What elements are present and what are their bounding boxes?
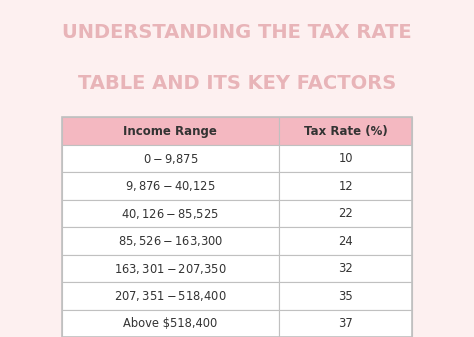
FancyBboxPatch shape bbox=[62, 227, 279, 255]
Text: $207,351 - $518,400: $207,351 - $518,400 bbox=[114, 289, 227, 303]
Text: Above $518,400: Above $518,400 bbox=[123, 317, 218, 330]
Text: Income Range: Income Range bbox=[123, 125, 217, 137]
Text: TABLE AND ITS KEY FACTORS: TABLE AND ITS KEY FACTORS bbox=[78, 74, 396, 93]
FancyBboxPatch shape bbox=[62, 173, 279, 200]
Text: 12: 12 bbox=[338, 180, 353, 193]
FancyBboxPatch shape bbox=[62, 282, 279, 310]
FancyBboxPatch shape bbox=[279, 227, 412, 255]
FancyBboxPatch shape bbox=[279, 200, 412, 227]
Text: $0 - $9,875: $0 - $9,875 bbox=[143, 152, 198, 166]
FancyBboxPatch shape bbox=[62, 200, 279, 227]
FancyBboxPatch shape bbox=[62, 310, 279, 337]
FancyBboxPatch shape bbox=[279, 255, 412, 282]
FancyBboxPatch shape bbox=[279, 282, 412, 310]
FancyBboxPatch shape bbox=[279, 310, 412, 337]
Text: $9,876 - $40,125: $9,876 - $40,125 bbox=[125, 179, 216, 193]
Text: 32: 32 bbox=[338, 262, 353, 275]
FancyBboxPatch shape bbox=[62, 117, 279, 145]
FancyBboxPatch shape bbox=[279, 173, 412, 200]
FancyBboxPatch shape bbox=[62, 255, 279, 282]
Text: $163,301 - $207,350: $163,301 - $207,350 bbox=[114, 262, 227, 276]
Text: $40,126 - $85,525: $40,126 - $85,525 bbox=[121, 207, 219, 221]
Text: 24: 24 bbox=[338, 235, 353, 248]
Text: $85,526 - $163,300: $85,526 - $163,300 bbox=[118, 234, 223, 248]
FancyBboxPatch shape bbox=[279, 145, 412, 173]
Text: 10: 10 bbox=[338, 152, 353, 165]
Text: 22: 22 bbox=[338, 207, 353, 220]
Text: 37: 37 bbox=[338, 317, 353, 330]
Text: 35: 35 bbox=[338, 290, 353, 303]
FancyBboxPatch shape bbox=[62, 145, 279, 173]
FancyBboxPatch shape bbox=[279, 117, 412, 145]
Text: Tax Rate (%): Tax Rate (%) bbox=[304, 125, 388, 137]
Text: UNDERSTANDING THE TAX RATE: UNDERSTANDING THE TAX RATE bbox=[62, 24, 412, 42]
